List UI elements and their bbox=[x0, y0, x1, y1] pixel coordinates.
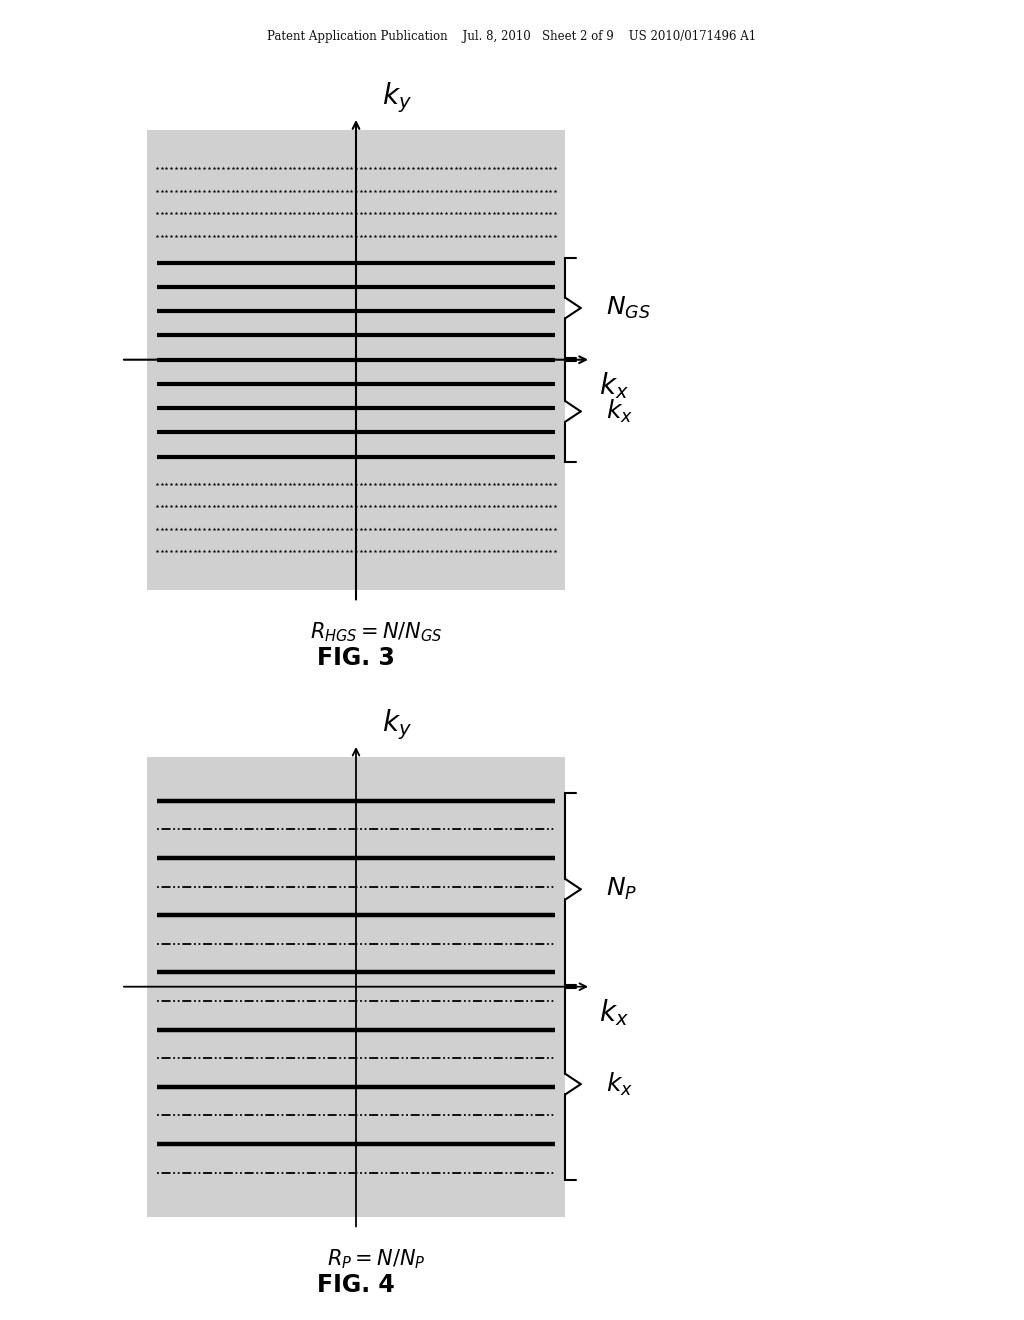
Bar bbox=[146, 129, 565, 590]
Text: $k_x$: $k_x$ bbox=[599, 997, 629, 1028]
Text: $k_x$: $k_x$ bbox=[599, 370, 629, 401]
Text: $k_x$: $k_x$ bbox=[606, 1071, 633, 1098]
Text: $k_x$: $k_x$ bbox=[606, 397, 633, 425]
Text: $N_{GS}$: $N_{GS}$ bbox=[606, 294, 651, 321]
Text: Patent Application Publication    Jul. 8, 2010   Sheet 2 of 9    US 2010/0171496: Patent Application Publication Jul. 8, 2… bbox=[267, 30, 757, 44]
Text: FIG. 3: FIG. 3 bbox=[317, 645, 395, 669]
Text: $N_P$: $N_P$ bbox=[606, 876, 638, 903]
Text: $k_y$: $k_y$ bbox=[382, 708, 412, 742]
Text: $k_y$: $k_y$ bbox=[382, 81, 412, 115]
Text: $R_P=N/N_P$: $R_P=N/N_P$ bbox=[327, 1247, 426, 1271]
Text: FIG. 4: FIG. 4 bbox=[317, 1272, 395, 1296]
Text: $R_{HGS}=N/N_{GS}$: $R_{HGS}=N/N_{GS}$ bbox=[310, 620, 442, 644]
Bar bbox=[146, 756, 565, 1217]
